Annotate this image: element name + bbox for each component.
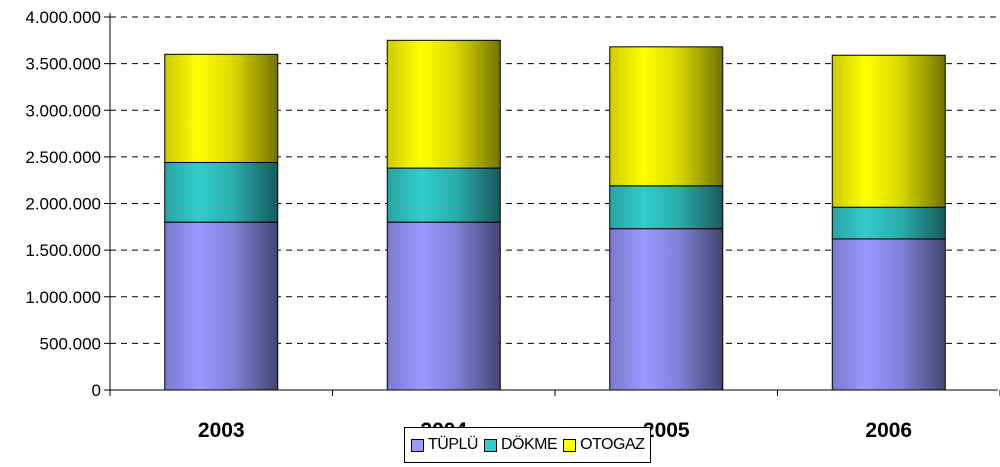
legend-swatch	[563, 438, 577, 452]
bar-segment-tüplü-2006	[831, 238, 946, 391]
bar-segment-otogaz-2004	[386, 39, 501, 169]
x-category-label: 2003	[198, 419, 245, 442]
bar-segment-tüplü-2004	[386, 221, 501, 391]
legend-label: TÜPLÜ	[428, 436, 478, 453]
bar-segment-dökme-2003	[164, 161, 279, 223]
legend-label: OTOGAZ	[580, 436, 645, 453]
y-tick-label: 1.000.000	[25, 288, 101, 307]
bar-segment-dökme-2006	[831, 206, 946, 240]
y-tick-label: 2.500.000	[25, 148, 101, 167]
legend-item: OTOGAZ	[563, 436, 645, 454]
bar-segment-dökme-2005	[609, 185, 724, 230]
y-tick-label: 1.500.000	[25, 241, 101, 260]
x-category-label: 2005	[643, 419, 690, 442]
legend-swatch	[483, 438, 497, 452]
y-tick-label: 4.000.000	[25, 8, 101, 27]
bar-segment-tüplü-2005	[609, 228, 724, 391]
bars	[164, 39, 946, 391]
x-category-label: 2006	[865, 419, 912, 442]
y-tick-label: 3.500.000	[25, 55, 101, 74]
legend-label: DÖKME	[500, 436, 558, 453]
legend-item: TÜPLÜ	[411, 436, 478, 454]
y-tick-label: 3.000.000	[25, 101, 101, 120]
bar-segment-dökme-2004	[386, 167, 501, 223]
bar-segment-otogaz-2006	[831, 54, 946, 208]
bar-segment-otogaz-2003	[164, 53, 279, 163]
tick-labels: 0 500.000 1.000.000 1.500.000 2.000.000 2.500…	[25, 8, 912, 442]
bar-segment-otogaz-2005	[609, 46, 724, 187]
bar-segment-tüplü-2003	[164, 221, 279, 391]
legend-item: DÖKME	[483, 436, 558, 454]
legend-swatch	[411, 438, 424, 452]
legend: TÜPLÜ DÖKME OTOGAZ	[404, 427, 652, 463]
y-tick-label: 0	[92, 381, 101, 400]
y-tick-label: 500.000	[40, 334, 101, 353]
axes	[104, 13, 1000, 396]
y-tick-label: 2.000.000	[25, 195, 101, 214]
